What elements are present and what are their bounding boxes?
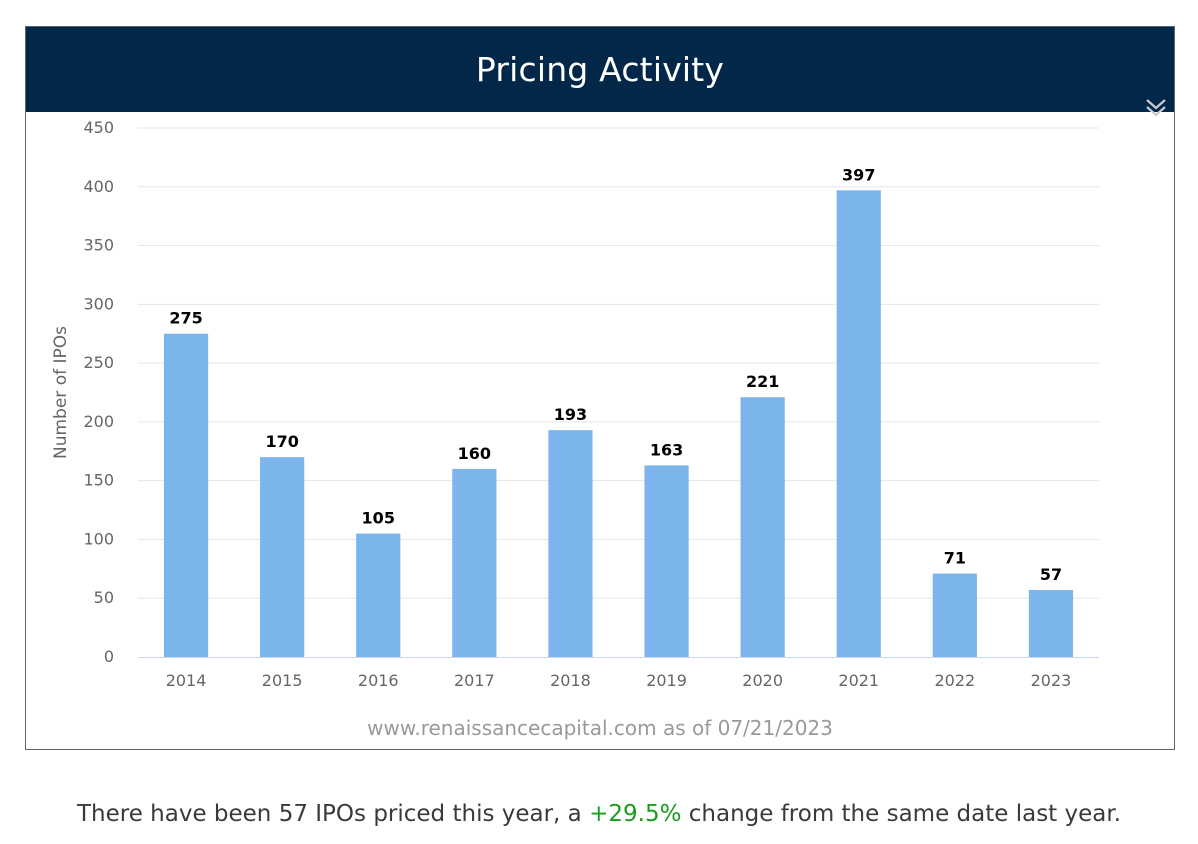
data-label: 105	[362, 509, 395, 528]
y-tick-label: 300	[83, 294, 114, 313]
data-label: 275	[169, 309, 202, 328]
bar-chart: 0 50 100 150 200 250 300 350 400 450 Number of IPO…	[51, 118, 1099, 740]
x-tick-label: 2020	[742, 671, 783, 690]
bar	[260, 457, 305, 657]
data-label: 221	[746, 372, 779, 391]
y-tick-label: 50	[94, 588, 114, 607]
bar	[836, 190, 881, 657]
x-tick-label: 2023	[1031, 671, 1072, 690]
y-tick-label: 100	[83, 529, 114, 548]
bar	[163, 333, 209, 657]
bar	[548, 430, 593, 657]
x-tick-label: 2021	[838, 671, 879, 690]
bar	[1028, 589, 1074, 657]
chart-header: Pricing Activity	[26, 27, 1174, 112]
x-tick-label: 2019	[646, 671, 687, 690]
bar	[740, 397, 785, 657]
bar	[932, 573, 977, 657]
y-tick-label: 0	[104, 647, 114, 666]
x-tick-label: 2015	[262, 671, 303, 690]
x-tick-label: 2022	[934, 671, 975, 690]
data-label: 160	[458, 444, 491, 463]
x-tick-label: 2018	[550, 671, 591, 690]
data-label: 163	[650, 440, 683, 459]
caption-lead: There have been 57 IPOs priced this year…	[76, 801, 590, 827]
y-tick-label: 200	[83, 412, 114, 431]
y-tick-label: 150	[83, 471, 114, 490]
bar	[644, 465, 689, 657]
chevron-double-down-icon[interactable]	[1144, 96, 1168, 120]
caption-tail: change from the same date last year.	[681, 801, 1122, 827]
data-label: 397	[842, 165, 875, 184]
y-tick-label: 400	[83, 177, 114, 196]
data-label: 71	[944, 549, 966, 568]
change-percent: +29.5%	[589, 801, 682, 827]
y-tick-label: 450	[83, 118, 114, 137]
data-label: 193	[554, 405, 587, 424]
y-tick-label: 250	[83, 353, 114, 372]
data-label: 57	[1040, 565, 1062, 584]
chart-title: Pricing Activity	[475, 50, 725, 89]
summary-caption: There have been 57 IPOs priced this year…	[0, 801, 1198, 827]
chart-credits: www.renaissancecapital.com as of 07/21/2…	[367, 716, 833, 740]
y-axis-title: Number of IPOs	[51, 326, 71, 459]
x-tick-label: 2016	[358, 671, 399, 690]
bar	[452, 468, 497, 657]
x-tick-label: 2017	[454, 671, 495, 690]
bar	[356, 533, 401, 657]
y-tick-label: 350	[83, 236, 114, 255]
chart-card: Pricing Activity 0 50 100 150 200 250 300 350 40…	[25, 26, 1175, 750]
data-label: 170	[265, 432, 298, 451]
x-tick-label: 2014	[166, 671, 207, 690]
